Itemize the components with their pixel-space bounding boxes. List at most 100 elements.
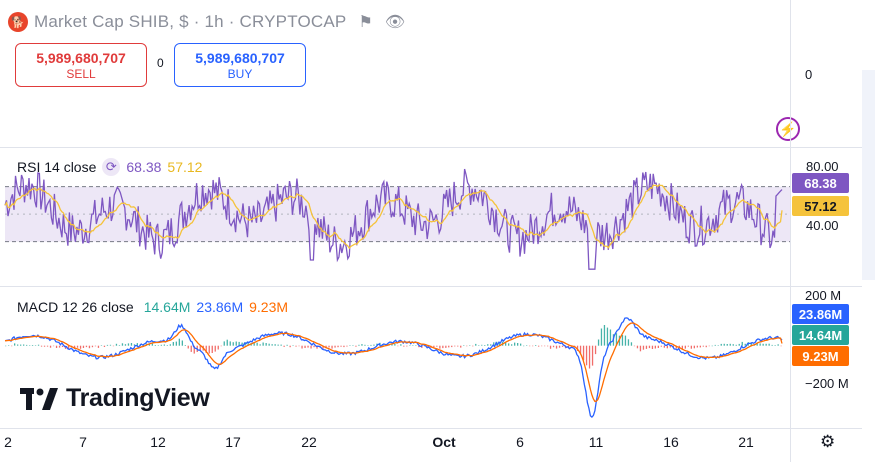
macd-histogram-bar [762,343,764,346]
macd-histogram-bar [391,344,393,346]
macd-histogram-bar [454,345,456,347]
macd-histogram-bar [561,345,564,347]
macd-histogram-bar [481,344,483,346]
macd-histogram-bar [307,345,309,348]
macd-histogram-bar [364,344,366,346]
macd-histogram-bar [621,335,624,346]
macd-histogram-bar [355,345,357,347]
macd-histogram-bar [463,345,465,346]
macd-histogram-bar [484,345,486,346]
macd-histogram-bar [597,339,600,346]
macd-histogram-bar [115,343,118,346]
macd-histogram-bar [729,343,731,346]
macd-histogram-bar [529,345,531,347]
pane-divider-rsi[interactable] [0,147,862,148]
macd-histogram-bar [457,345,459,347]
macd-histogram-bar [681,345,683,350]
macd-histogram-bar [555,345,558,349]
macd-histogram-bar [493,342,495,346]
eye-hidden-icon[interactable]: 👁 [384,14,406,31]
time-axis-tick: 7 [79,434,87,450]
macd-histogram-bar [544,345,546,347]
macd-legend-signal: 9.23M [249,299,289,315]
tradingview-watermark: TradingView [20,384,210,413]
macd-histogram-bar [487,344,489,346]
rsi-value-badge: 68.38 [792,173,849,193]
macd-histogram-bar [552,345,555,348]
macd-histogram-bar [591,345,594,366]
macd-histogram-bar [304,345,306,348]
buy-label: BUY [227,66,253,81]
macd-histogram-bar [771,344,773,346]
macd-histogram-bar [34,345,37,346]
rsi-legend: RSI 14 close ⟳ 68.38 57.12 [17,158,202,176]
sell-button[interactable]: 5,989,680,707 SELL [15,43,147,87]
macd-histogram-bar [109,344,112,346]
time-axis-tick: 17 [225,434,241,450]
macd-histogram-bar [651,345,654,349]
macd-histogram-bar [373,344,375,346]
macd-histogram-bar [340,345,342,347]
macd-histogram-bar [118,345,121,346]
lightning-icon[interactable]: ⚡ [776,117,800,141]
macd-histogram-bar [741,341,743,346]
symbol-title[interactable]: Market Cap SHIB, $ · 1h · CRYPTOCAP [34,12,347,31]
macd-histogram-bar [547,345,549,347]
price-scale-scrollbar[interactable] [862,70,875,280]
buy-button[interactable]: 5,989,680,707 BUY [174,43,306,87]
macd-histogram-bar [517,343,519,346]
macd-histogram-bar [579,345,582,355]
macd-histogram-bar [217,345,219,350]
macd-histogram-bar [669,345,671,348]
macd-histogram-bar [298,345,300,347]
macd-histogram-bar [603,325,606,346]
macd-histogram-bar [756,342,758,346]
macd-histogram-bar [508,343,510,346]
macd-histogram-bar [774,345,776,346]
rsi-legend-name: RSI 14 close [17,159,97,175]
rsi-legend-ma: 57.12 [167,159,203,175]
macd-histogram-bar [624,335,627,346]
macd-histogram-bar [585,345,588,366]
macd-histogram-bar [17,344,19,346]
macd-histogram-bar [67,345,70,350]
macd-histogram-bar [409,345,411,346]
macd-signal-badge: 9.23M [792,346,849,366]
macd-histogram-bar [184,345,186,346]
macd-histogram-bar [334,345,336,348]
macd-histogram-bar [549,345,552,349]
refresh-icon[interactable]: ⟳ [102,158,121,176]
macd-axis-label-neg200: −200 M [805,376,849,391]
macd-histogram-bar [421,345,423,348]
macd-histogram-bar [226,339,228,346]
macd-histogram-bar [130,343,133,346]
macd-histogram-bar [91,345,94,348]
macd-histogram-bar [705,345,707,348]
macd-histogram-bar [295,345,297,347]
macd-histogram-bar [418,345,420,348]
tradingview-logo-icon [20,387,58,410]
macd-histogram-bar [310,345,312,349]
macd-histogram-bar [768,343,770,346]
pane-divider-macd[interactable] [0,286,862,287]
macd-histogram-bar [40,345,43,347]
macd-histogram-bar [520,343,522,346]
tradingview-wordmark: TradingView [66,384,210,412]
macd-histogram-bar [235,341,237,346]
flag-icon[interactable]: ⚑ [358,14,373,31]
macd-histogram-bar [166,345,168,346]
macd-histogram-bar [717,345,719,346]
gear-icon[interactable]: ⚙ [820,432,836,451]
macd-histogram-bar [750,343,752,346]
macd-histogram-bar [229,341,231,346]
macd-histogram-bar [594,345,597,355]
spread-value: 0 [157,56,164,70]
signal-series-line [5,322,783,403]
macd-histogram-bar [187,345,189,349]
time-axis-tick: 11 [588,434,604,450]
macd-histogram-bar [208,345,210,354]
macd-histogram-bar [313,345,315,348]
macd-histogram-bar [615,333,618,346]
macd-axis-label-200: 200 M [805,288,842,303]
